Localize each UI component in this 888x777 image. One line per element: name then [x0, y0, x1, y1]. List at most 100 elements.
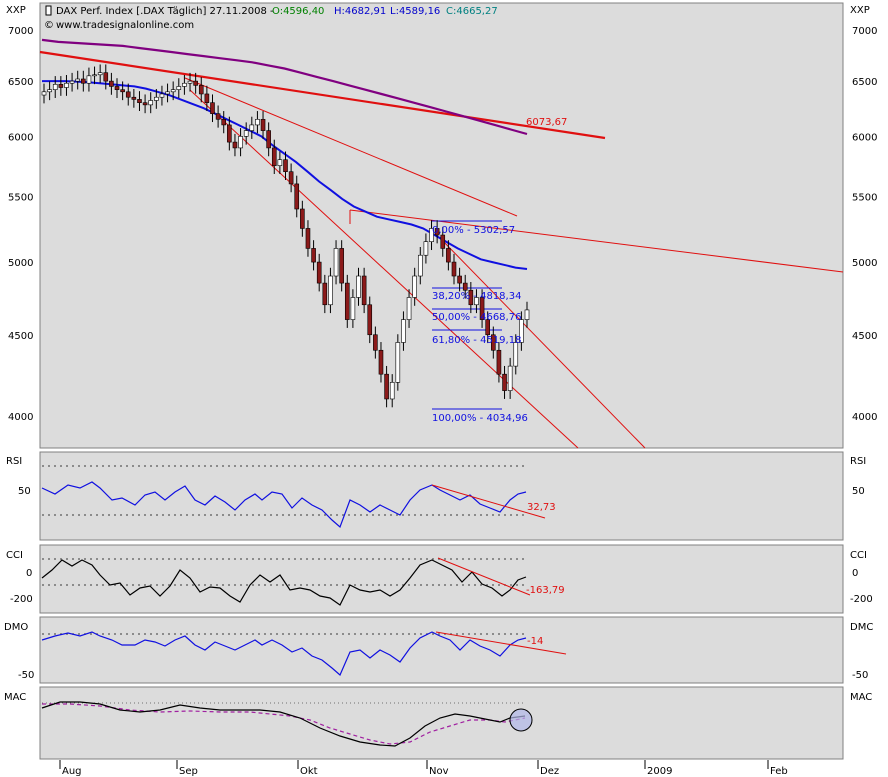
candle-body: [434, 228, 440, 236]
y-tick-label-left-4500: 4500: [8, 331, 33, 342]
header-close: C:4665,27: [446, 6, 498, 17]
cci-tick-0-right: 0: [852, 568, 858, 579]
candle-body: [350, 297, 356, 320]
y-tick-label-left-4000: 4000: [8, 412, 33, 423]
candle-body: [524, 309, 530, 320]
cci-trend-line: [437, 557, 531, 596]
dmo-panel: [39, 616, 844, 684]
candle-body: [328, 275, 333, 306]
y-tick-label-left-7000: 7000: [8, 26, 33, 37]
candle-body: [64, 82, 69, 88]
candle-body: [502, 373, 507, 391]
resistance-line: [349, 209, 844, 273]
candle-body: [389, 382, 395, 400]
candle-body: [344, 282, 350, 320]
cci-label-left: CCI: [6, 550, 23, 561]
candle-body: [266, 130, 271, 149]
candle-body: [361, 275, 367, 306]
main-panel: [39, 2, 844, 449]
candle-body: [227, 124, 232, 143]
candle-body: [322, 282, 328, 306]
cci-panel: [39, 544, 844, 614]
annotation-6073: 6073,67: [526, 117, 567, 128]
candle-body: [210, 102, 215, 115]
rsi-label-left: RSI: [6, 456, 22, 467]
candle-body: [243, 130, 249, 137]
candle-body: [406, 297, 412, 320]
y-tick-label-left-6000: 6000: [8, 132, 33, 143]
candles: [41, 64, 530, 408]
mac-panel: [39, 686, 844, 760]
candle-body: [109, 80, 114, 87]
candle-body: [69, 80, 75, 84]
header-low: L:4589,16: [390, 6, 440, 17]
candle-body: [283, 159, 288, 173]
candle-body: [485, 319, 490, 336]
header-open: O:4596,40: [272, 6, 324, 17]
candle-body: [395, 342, 401, 383]
candle-body: [204, 93, 210, 103]
candle-body: [440, 234, 446, 249]
candle-body: [131, 96, 137, 100]
mac-label-left: MAC: [4, 692, 26, 703]
dmo-trend-line: [435, 631, 567, 655]
long-trend-line: [39, 50, 606, 140]
candle-body: [294, 183, 300, 210]
cci-tick-0-left: 0: [26, 568, 32, 579]
candle-body: [159, 93, 165, 98]
mac-line: [41, 701, 526, 747]
y-tick-label-right-5500: 5500: [852, 192, 877, 203]
candle-body: [423, 241, 429, 256]
y-tick-label-right-5000: 5000: [852, 258, 877, 269]
x-label-okt: Okt: [300, 766, 318, 777]
copyright-icon: ©: [44, 20, 54, 31]
candle-body: [75, 78, 80, 82]
rsi-panel: [39, 451, 844, 541]
x-axis: Aug Sep Okt Nov Dez 2009 Feb: [59, 760, 788, 777]
candle-body: [238, 136, 243, 149]
candle-body: [468, 289, 474, 306]
main-ylabel-left: XXP: [6, 5, 26, 16]
dmo-annotation: -14: [527, 636, 543, 647]
rsi-tick-left: 50: [18, 486, 31, 497]
candle-body: [114, 86, 120, 90]
candle-body: [277, 159, 283, 166]
candle-body: [176, 86, 182, 90]
y-tick-label-left-5000: 5000: [8, 258, 33, 269]
candle-body: [182, 82, 187, 87]
panel-backgrounds: [39, 2, 844, 760]
candle-body: [429, 228, 434, 242]
y-tick-label-left-5500: 5500: [8, 192, 33, 203]
candle-body: [92, 74, 97, 77]
candle-body: [215, 113, 221, 120]
candle-body: [474, 297, 479, 306]
y-tick-label-right-4500: 4500: [852, 331, 877, 342]
y-tick-label-right-6500: 6500: [852, 77, 877, 88]
candle-body: [333, 248, 339, 277]
annotation-fib-100: 100,00% - 4034,96: [432, 413, 528, 424]
dmo-tick-right: -50: [852, 670, 868, 681]
candle-body: [417, 254, 423, 277]
candle-body: [154, 96, 159, 101]
candle-body: [373, 334, 378, 351]
candle-body: [97, 72, 103, 76]
cci-tick-200-right: -200: [850, 594, 873, 605]
candle-body: [457, 275, 462, 284]
cci-annotation: -163,79: [526, 585, 565, 596]
rsi-trend-line: [431, 484, 546, 519]
candle-body: [41, 91, 47, 96]
annotation-fib-618: 61,80% - 4519,18: [432, 335, 521, 346]
y-tick-label-left-6500: 6500: [8, 77, 33, 88]
candle-body: [221, 118, 227, 126]
header-high: H:4682,91: [334, 6, 386, 17]
candle-body: [367, 304, 373, 336]
annotation-fib-50: 50,00% - 4668,76: [432, 312, 521, 323]
annotation-fib-382: 38,20% - 4818,34: [432, 291, 521, 302]
rsi-line: [41, 481, 527, 529]
header-instrument: DAX Perf. Index [.DAX Täglich] 27.11.200…: [56, 6, 274, 17]
candle-body: [491, 334, 496, 351]
candle-body: [47, 89, 52, 93]
candle-body: [148, 100, 154, 106]
y-tick-label-right-4000: 4000: [852, 412, 877, 423]
